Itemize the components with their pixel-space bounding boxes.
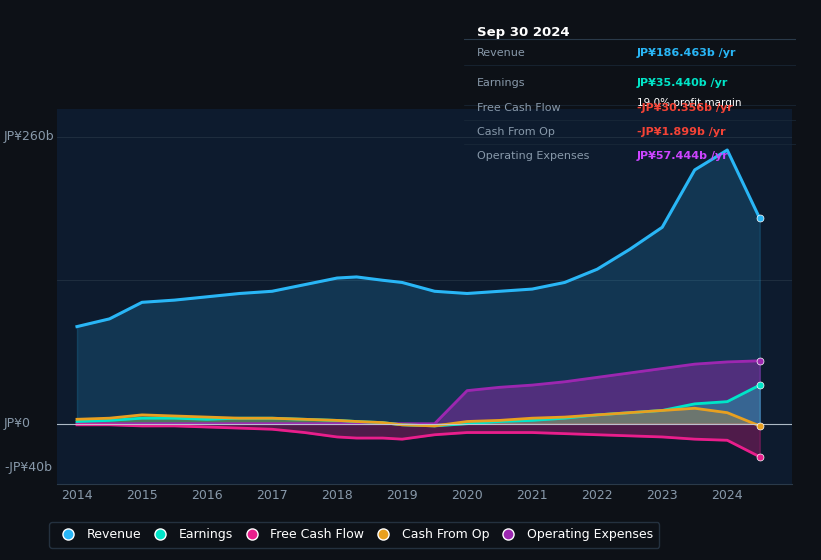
Legend: Revenue, Earnings, Free Cash Flow, Cash From Op, Operating Expenses: Revenue, Earnings, Free Cash Flow, Cash … [49,522,659,548]
Text: Cash From Op: Cash From Op [477,127,555,137]
Text: 19.0% profit margin: 19.0% profit margin [637,97,741,108]
Text: -JP¥30.356b /yr: -JP¥30.356b /yr [637,103,732,113]
Text: -JP¥1.899b /yr: -JP¥1.899b /yr [637,127,726,137]
Text: Earnings: Earnings [477,78,525,88]
Text: Free Cash Flow: Free Cash Flow [477,103,561,113]
Text: Revenue: Revenue [477,48,526,58]
Text: -JP¥40b: -JP¥40b [4,461,52,474]
Text: JP¥260b: JP¥260b [4,130,55,143]
Text: JP¥0: JP¥0 [4,417,31,430]
Text: JP¥57.444b /yr: JP¥57.444b /yr [637,151,728,161]
Text: JP¥186.463b /yr: JP¥186.463b /yr [637,48,736,58]
Text: Sep 30 2024: Sep 30 2024 [477,26,570,39]
Text: JP¥35.440b /yr: JP¥35.440b /yr [637,78,728,88]
Text: Operating Expenses: Operating Expenses [477,151,589,161]
